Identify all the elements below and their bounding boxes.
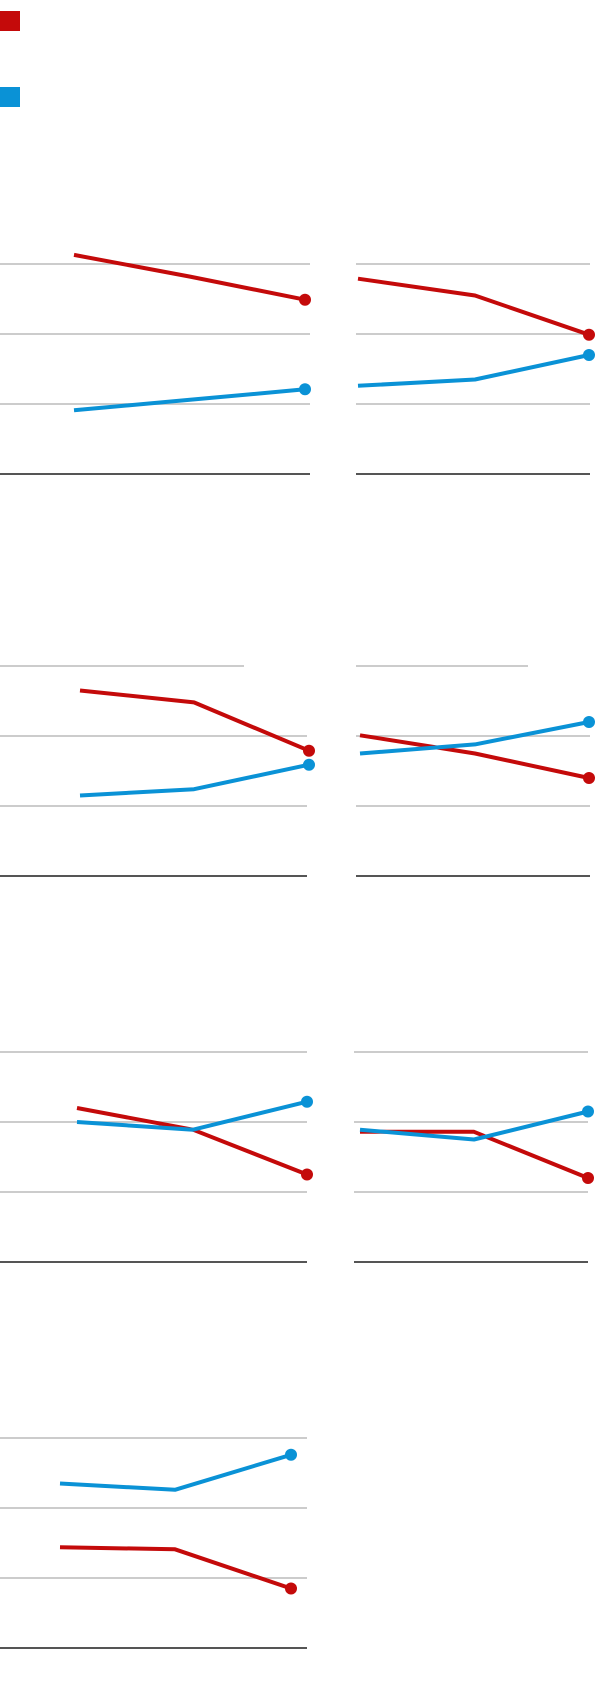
series-line-red [357, 276, 590, 337]
series-end-point-red [582, 1172, 594, 1184]
series-end-point-blue [583, 349, 595, 361]
chart-panel-5 [0, 1051, 313, 1263]
series-line-blue [73, 387, 306, 413]
chart-panel-2 [356, 263, 595, 475]
series-line-blue [59, 1452, 292, 1492]
series-line-red [359, 733, 590, 780]
chart-panel-4 [356, 665, 595, 877]
series-end-point-blue [582, 1105, 594, 1118]
chart-panel-1 [0, 252, 311, 475]
series-line-red [76, 1106, 308, 1177]
series-line-blue [76, 1099, 308, 1132]
series-line-red [59, 1545, 292, 1591]
chart-panel-7 [0, 1437, 307, 1649]
legend-swatch-red [0, 11, 20, 31]
chart-panel-3 [0, 665, 315, 877]
series-end-point-red [303, 744, 315, 757]
chart-panels [0, 252, 595, 1649]
series-end-point-red [583, 328, 595, 341]
series-end-point-blue [285, 1448, 297, 1461]
legend-swatch-blue [0, 87, 20, 107]
series-line-blue [359, 1109, 589, 1142]
series-end-point-red [583, 772, 595, 784]
series-line-blue [79, 762, 310, 798]
series-end-point-blue [303, 758, 315, 771]
series-end-point-blue [583, 716, 595, 728]
series-end-point-red [299, 293, 311, 306]
series-end-point-blue [299, 383, 311, 396]
series-line-blue [359, 720, 590, 756]
series-line-red [73, 252, 306, 302]
series-line-red [79, 688, 310, 753]
chart-panel-6 [354, 1051, 594, 1263]
series-end-point-blue [301, 1095, 313, 1108]
series-end-point-red [285, 1582, 297, 1595]
series-line-blue [357, 353, 590, 388]
series-end-point-red [301, 1168, 313, 1181]
